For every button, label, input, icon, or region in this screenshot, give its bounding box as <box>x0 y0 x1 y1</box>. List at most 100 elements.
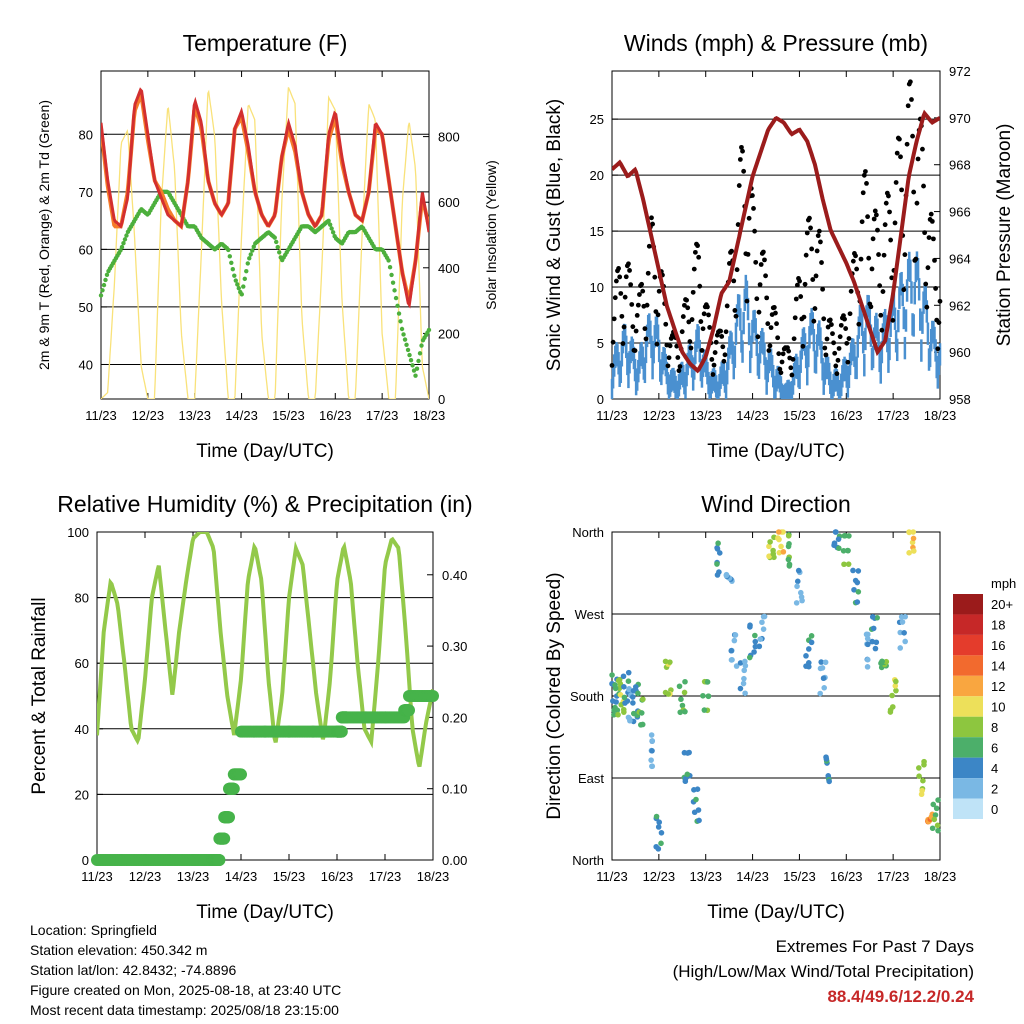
wind-direction-point <box>658 830 665 836</box>
wind-direction-point <box>701 707 708 713</box>
p2-ylabel: Percent & Total Rainfall <box>29 597 50 794</box>
wind-gust-point <box>827 317 833 323</box>
wind-gust-point <box>926 235 932 241</box>
wind-direction-point <box>682 778 689 785</box>
p2-xtick-label: 11/23 <box>81 869 113 884</box>
created-text: Figure created on Mon, 2025-08-18, at 23… <box>30 982 342 998</box>
dewpoint-point <box>118 248 123 253</box>
wind-gust-point <box>634 312 640 318</box>
p3-ytick-label: East <box>578 771 604 786</box>
p1-xtick-label: 17/23 <box>877 408 910 423</box>
wind-gust-point <box>620 341 626 346</box>
wind-gust-point <box>745 251 751 257</box>
colorbar-swatch <box>953 675 983 697</box>
wind-direction-point <box>918 791 925 798</box>
colorbar-swatch <box>953 594 983 615</box>
wind-gust-point <box>700 326 706 332</box>
wind-direction-point <box>818 659 825 665</box>
dewpoint-point <box>121 241 126 246</box>
wind-gust-point <box>899 187 905 193</box>
wind-direction-point <box>897 645 904 651</box>
wind-direction-point <box>649 738 656 744</box>
wind-direction-point <box>780 529 786 535</box>
wind-gust-point <box>621 324 627 330</box>
dewpoint-point <box>389 272 394 278</box>
wind-gust-point <box>779 359 785 365</box>
wind-gust-point <box>923 281 929 287</box>
wind-gust-point <box>775 335 781 341</box>
wind-gust-point <box>881 252 887 258</box>
wind-gust-point <box>711 362 717 368</box>
wind-gust-point <box>665 363 671 369</box>
wind-gust-point <box>922 230 928 236</box>
wind-gust-point <box>729 248 734 254</box>
p0-y2tick-label: 400 <box>438 261 460 276</box>
p0-ytick-label: 60 <box>79 242 93 257</box>
p3-ytick-label: South <box>570 689 604 704</box>
dewpoint-point <box>241 284 246 289</box>
wind-gust-point <box>612 295 618 301</box>
wind-gust-point <box>921 183 926 189</box>
p2-ytick-label: 60 <box>75 656 89 671</box>
wind-gust-point <box>928 211 934 217</box>
wind-gust-point <box>892 220 898 226</box>
wind-gust-point <box>679 329 685 335</box>
wind-gust-point <box>744 298 750 304</box>
dewpoint-point <box>230 267 235 272</box>
wind-direction-point <box>786 563 793 569</box>
precip-point <box>223 811 235 824</box>
precip-point <box>218 832 231 845</box>
wind-gust-point <box>689 317 695 322</box>
colorbar-swatch <box>953 778 983 799</box>
wind-gust-point <box>790 356 796 362</box>
dewpoint-point <box>396 311 402 316</box>
wind-gust-point <box>675 355 681 360</box>
wind-gust-point <box>878 312 884 318</box>
wind-direction-point <box>841 561 847 568</box>
wind-gust-point <box>720 344 726 350</box>
location-text: Location: Springfield <box>30 922 157 938</box>
dewpoint-point <box>405 347 411 353</box>
wind-gust-point <box>853 253 858 259</box>
p0-ytick-label: 50 <box>79 300 93 315</box>
dewpoint-point <box>392 288 397 293</box>
wind-gust-point <box>792 315 798 321</box>
wind-direction-point <box>855 589 862 595</box>
wind-direction-point <box>620 673 627 680</box>
wind-gust-point <box>800 343 806 349</box>
wind-direction-point <box>823 754 829 760</box>
wind-direction-point <box>656 819 663 826</box>
elevation-text: Station elevation: 450.342 m <box>30 942 208 958</box>
wind-direction-point <box>684 750 691 756</box>
dewpoint-point <box>236 286 241 291</box>
wind-gust-point <box>802 281 808 287</box>
precip-point <box>227 782 240 795</box>
dewpoint-point <box>401 332 406 337</box>
wind-direction-point <box>770 547 776 554</box>
wind-gust-point <box>902 252 908 258</box>
p0-ytick-label: 40 <box>79 357 93 372</box>
wind-direction-point <box>737 660 744 666</box>
wind-gust-point <box>931 236 936 242</box>
wind-direction-point <box>929 825 936 832</box>
wind-direction-point <box>731 637 738 644</box>
wind-direction-point <box>696 817 702 824</box>
p1-title: Winds (mph) & Pressure (mb) <box>624 30 928 56</box>
wind-direction-point <box>865 631 871 638</box>
wind-direction-point <box>757 636 764 642</box>
p3-xtick-label: 16/23 <box>830 869 863 884</box>
wind-direction-point <box>852 577 859 584</box>
wind-gust-point <box>822 345 828 351</box>
wind-direction-point <box>855 568 862 574</box>
p1-ytick-label: 20 <box>590 168 604 183</box>
wind-gust-point <box>637 292 642 297</box>
wind-direction-point <box>916 773 922 780</box>
wind-gust-point <box>801 314 807 320</box>
wind-gust-point <box>705 304 710 310</box>
p3-xtick-label: 12/23 <box>643 869 676 884</box>
wind-direction-point <box>737 685 744 692</box>
wind-direction-point <box>635 690 641 697</box>
wind-gust-point <box>724 303 730 309</box>
wind-direction-point <box>826 778 832 785</box>
wind-gust-point <box>809 246 815 252</box>
